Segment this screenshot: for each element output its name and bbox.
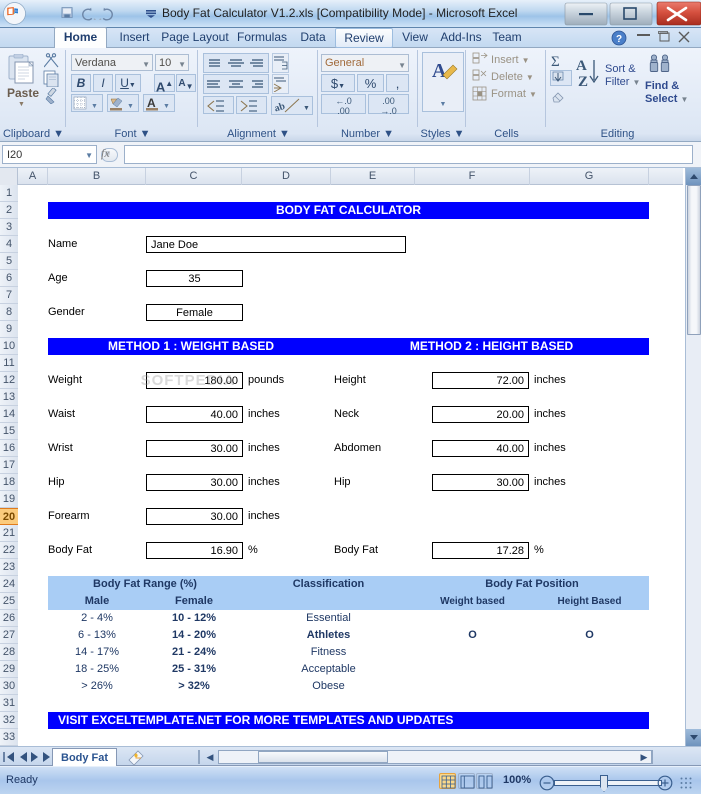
svg-text:Paste: Paste [7, 86, 39, 100]
svg-text:▼: ▼ [18, 101, 25, 108]
svg-text:?: ? [616, 34, 622, 45]
svg-text:A: A [576, 58, 587, 74]
svg-text:▼: ▼ [163, 103, 170, 110]
svg-text:A: A [432, 60, 447, 82]
svg-text:A: A [147, 96, 156, 110]
svg-text:▼: ▼ [127, 103, 134, 110]
svg-text:Z: Z [578, 74, 588, 88]
svg-text:Σ: Σ [551, 54, 560, 70]
svg-text:▼: ▼ [91, 103, 98, 110]
svg-text:▼: ▼ [303, 105, 310, 112]
svg-text:ab: ab [273, 101, 287, 115]
